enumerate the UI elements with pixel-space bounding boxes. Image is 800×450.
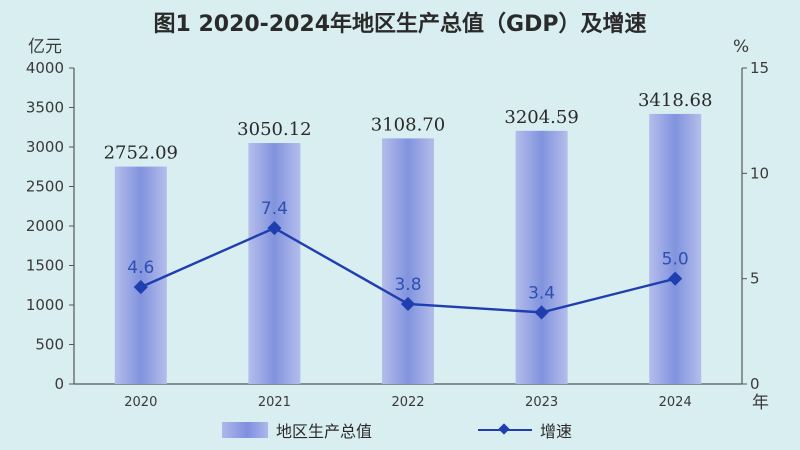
legend-item-gdp: 地区生产总值 <box>222 418 372 442</box>
growth-rate-value-label: 3.8 <box>394 275 421 295</box>
right-axis-tick-label: 10 <box>750 164 769 182</box>
growth-rate-value-label: 3.4 <box>528 283 555 303</box>
gdp-bar-value-label: 3050.12 <box>237 119 311 140</box>
left-axis-tick-label: 2000 <box>26 217 64 235</box>
left-axis-tick-label: 4000 <box>26 59 64 77</box>
gdp-bar-value-label: 3418.68 <box>638 90 712 111</box>
right-axis-tick-label: 0 <box>750 375 760 393</box>
left-axis-unit: 亿元 <box>28 37 62 57</box>
gdp-bar <box>114 166 167 384</box>
gdp-bar <box>382 138 434 384</box>
gdp-bar-value-label: 3204.59 <box>504 107 578 128</box>
growth-rate-point <box>133 280 148 295</box>
right-axis-tick-label: 15 <box>750 59 769 77</box>
growth-rate-point <box>267 221 282 236</box>
chart-svg: 亿元 % 年 05001000150020002500300035004000 … <box>26 37 769 413</box>
growth-rate-point <box>400 296 416 312</box>
gdp-bar <box>515 130 568 384</box>
left-axis-tick-label: 3000 <box>26 138 64 156</box>
gdp-bar-value-label: 3108.70 <box>371 114 445 135</box>
left-axis-tick-label: 3500 <box>26 99 64 117</box>
x-axis-tick-label: 2022 <box>391 395 424 410</box>
x-axis-tick-label: 2021 <box>258 395 291 410</box>
left-axis-tick-label: 2500 <box>26 178 64 196</box>
left-axis-tick-label: 0 <box>54 375 64 393</box>
legend-line-label: 增速 <box>540 422 573 441</box>
chart-legend: 地区生产总值 增速 <box>0 418 800 444</box>
right-axis-tick-label: 5 <box>750 270 760 288</box>
growth-rate-point <box>534 305 549 320</box>
left-axis-tick-label: 1000 <box>26 296 64 314</box>
x-axis-unit: 年 <box>752 393 769 413</box>
legend-line-swatch <box>478 422 532 438</box>
gdp-bar <box>248 143 301 384</box>
x-axis-tick-label: 2023 <box>525 395 558 410</box>
legend-item-growth: 增速 <box>478 418 572 442</box>
legend-bar-swatch <box>222 422 268 438</box>
growth-rate-value-label: 4.6 <box>127 258 154 278</box>
legend-bar-label: 地区生产总值 <box>276 422 373 441</box>
gdp-bar-value-label: 2752.09 <box>104 143 178 164</box>
chart-title: 图1 2020-2024年地区生产总值（GDP）及增速 <box>153 12 647 37</box>
x-axis-tick-label: 2020 <box>124 395 157 410</box>
x-axis-tick-label: 2024 <box>659 395 692 410</box>
left-axis-tick-label: 1500 <box>26 257 64 275</box>
growth-rate-value-label: 7.4 <box>261 199 288 219</box>
left-axis-tick-label: 500 <box>35 336 64 354</box>
growth-rate-value-label: 5.0 <box>662 250 689 270</box>
growth-rate-point <box>668 271 683 286</box>
gdp-bar <box>649 113 702 384</box>
right-axis-unit: % <box>733 37 749 57</box>
